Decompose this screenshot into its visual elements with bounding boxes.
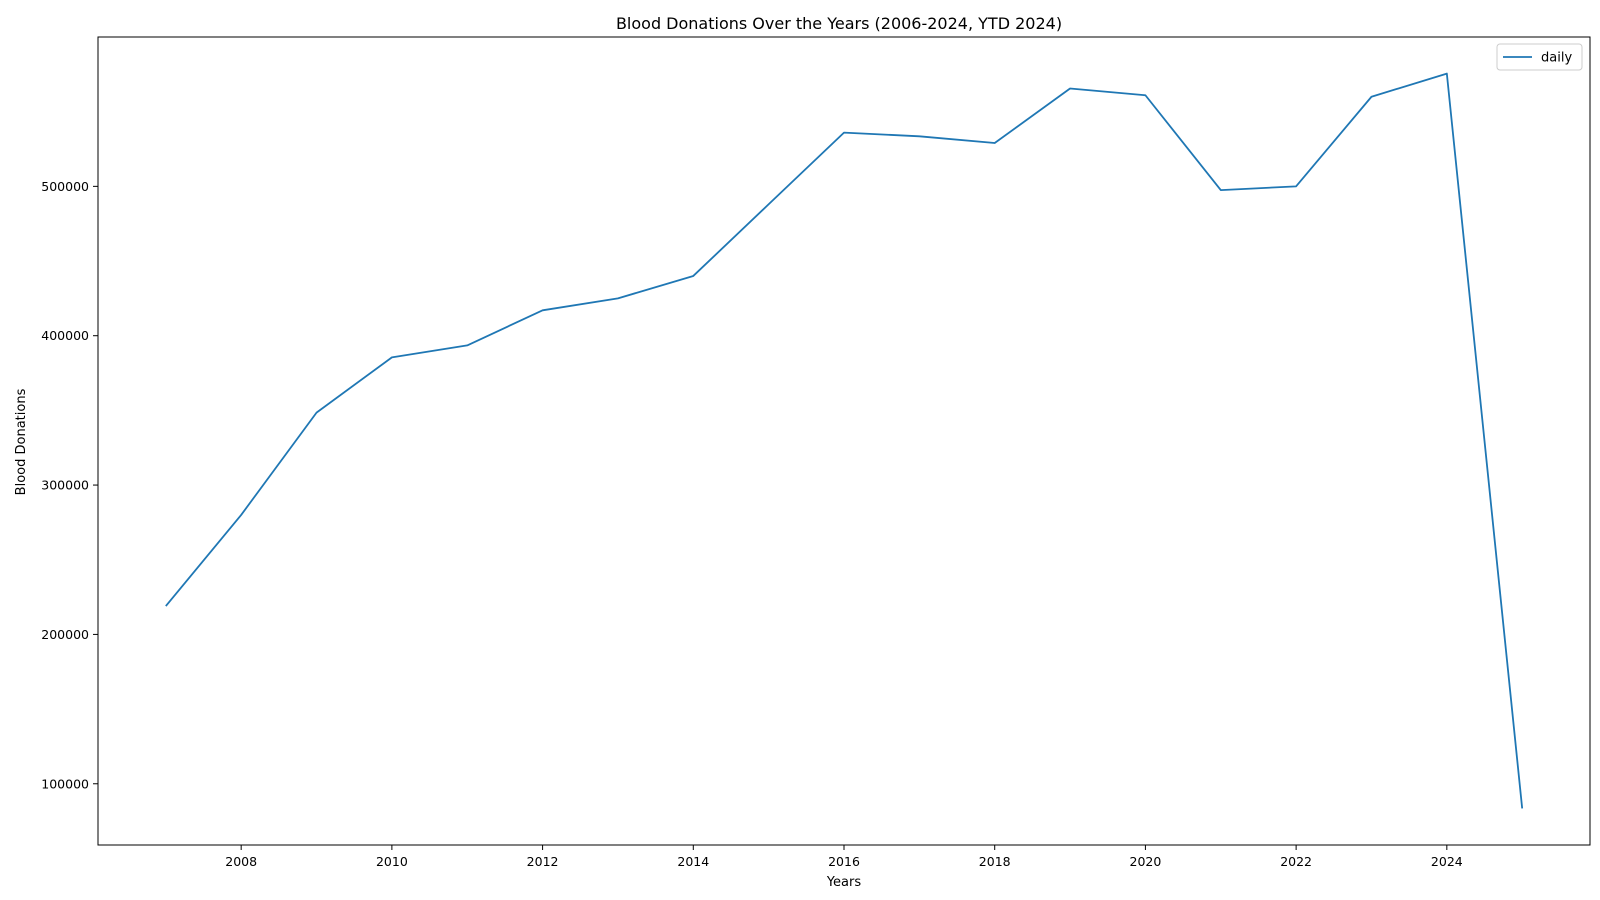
plot-area: 2008 2010 2012 2014 2016 2018 2020 2022 2024 1000… xyxy=(41,36,1591,869)
x-tick-label: 2012 xyxy=(527,854,559,869)
x-tick-label: 2024 xyxy=(1431,854,1463,869)
x-tick-label: 2020 xyxy=(1130,854,1162,869)
x-tick-label: 2016 xyxy=(828,854,860,869)
y-tick-label: 500000 xyxy=(41,179,89,194)
y-tick-label: 200000 xyxy=(41,627,89,642)
y-tick-label: 400000 xyxy=(41,328,89,343)
chart-title: Blood Donations Over the Years (2006-202… xyxy=(616,14,1062,33)
x-axis-label: Years xyxy=(826,875,862,890)
legend-label-0: daily xyxy=(1541,51,1572,66)
legend: daily xyxy=(1496,43,1583,71)
x-tick-label: 2010 xyxy=(376,854,408,869)
series-line-0 xyxy=(165,72,1524,809)
legend-box xyxy=(1496,43,1583,71)
x-tick-label: 2022 xyxy=(1280,854,1312,869)
y-axis-label: Blood Donations xyxy=(14,388,29,495)
y-tick-label: 100000 xyxy=(41,776,89,791)
x-tick-label: 2018 xyxy=(979,854,1011,869)
x-tick-label: 2014 xyxy=(677,854,709,869)
y-tick-label: 300000 xyxy=(41,478,89,493)
x-tick-label: 2008 xyxy=(225,854,257,869)
